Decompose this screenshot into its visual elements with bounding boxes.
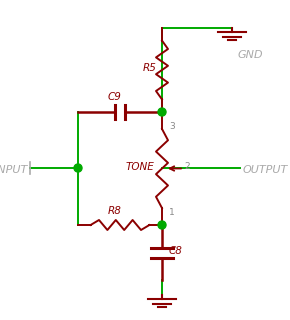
Circle shape [158,108,166,116]
Text: TONE: TONE [125,162,154,172]
Text: C8: C8 [169,245,183,255]
Circle shape [74,164,82,172]
Text: C9: C9 [108,92,122,102]
Text: 3: 3 [169,122,175,131]
Text: INPUT: INPUT [0,165,28,175]
Circle shape [158,221,166,229]
Text: OUTPUT: OUTPUT [243,165,288,175]
Text: R8: R8 [108,206,122,216]
Text: R5: R5 [143,63,157,73]
Text: 2: 2 [184,162,190,171]
Text: 1: 1 [169,208,175,217]
Text: GND: GND [237,50,263,60]
